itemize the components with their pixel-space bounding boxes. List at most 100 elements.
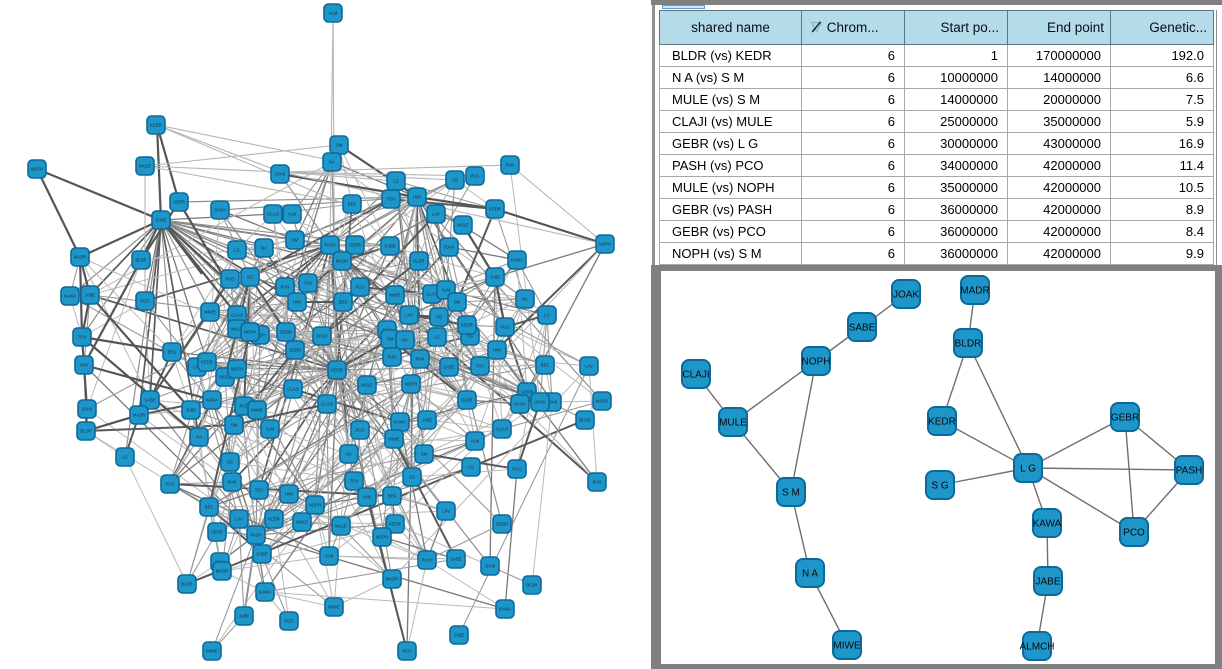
svg-text:RAN: RAN bbox=[228, 480, 237, 485]
svg-text:ALMCH: ALMCH bbox=[1019, 642, 1054, 653]
svg-text:GEBR: GEBR bbox=[173, 200, 185, 205]
svg-text:BLDR: BLDR bbox=[955, 339, 982, 350]
svg-text:SM: SM bbox=[387, 337, 394, 342]
svg-text:TOV: TOV bbox=[78, 335, 87, 340]
svg-text:SABE: SABE bbox=[155, 218, 166, 223]
svg-text:SG: SG bbox=[247, 275, 253, 280]
svg-text:HIM: HIM bbox=[413, 195, 421, 200]
svg-text:LAV: LAV bbox=[432, 212, 440, 217]
svg-text:SG: SG bbox=[452, 178, 458, 183]
svg-text:SABE: SABE bbox=[450, 557, 461, 562]
svg-text:CLAJI: CLAJI bbox=[426, 292, 437, 297]
svg-text:GEBR: GEBR bbox=[349, 243, 361, 248]
svg-text:SABE: SABE bbox=[144, 398, 155, 403]
svg-text:LG: LG bbox=[234, 248, 240, 253]
svg-text:PASH: PASH bbox=[250, 533, 261, 538]
svg-text:NOPH: NOPH bbox=[244, 330, 256, 335]
svg-text:TOV: TOV bbox=[350, 479, 359, 484]
svg-text:NA: NA bbox=[261, 246, 267, 251]
svg-text:PASH: PASH bbox=[214, 208, 225, 213]
svg-text:ALM: ALM bbox=[471, 439, 480, 444]
svg-text:BES: BES bbox=[168, 350, 177, 355]
svg-text:SG: SG bbox=[227, 460, 233, 465]
svg-text:NOPH: NOPH bbox=[31, 167, 43, 172]
svg-text:NOPH: NOPH bbox=[376, 535, 388, 540]
svg-text:PASH: PASH bbox=[316, 334, 327, 339]
svg-text:NA: NA bbox=[196, 435, 202, 440]
svg-text:PUG: PUG bbox=[165, 482, 174, 487]
svg-text:ALM: ALM bbox=[288, 212, 297, 217]
svg-text:GEBR: GEBR bbox=[521, 390, 533, 395]
svg-text:PASH: PASH bbox=[254, 333, 265, 338]
svg-text:PCO: PCO bbox=[355, 428, 365, 433]
svg-text:JABE: JABE bbox=[490, 275, 501, 280]
svg-text:GEBR: GEBR bbox=[1111, 413, 1139, 424]
svg-text:KAWA: KAWA bbox=[499, 607, 511, 612]
svg-text:MADR: MADR bbox=[133, 413, 145, 418]
svg-text:MIWE: MIWE bbox=[328, 605, 340, 610]
svg-text:LG: LG bbox=[468, 465, 474, 470]
svg-text:MIWE: MIWE bbox=[206, 649, 218, 654]
svg-text:KEDR: KEDR bbox=[461, 323, 473, 328]
svg-text:PASH: PASH bbox=[421, 558, 432, 563]
svg-text:JABE: JABE bbox=[454, 633, 465, 638]
svg-text:LAV: LAV bbox=[405, 313, 413, 318]
svg-text:MULE: MULE bbox=[719, 418, 747, 429]
svg-text:JOAK: JOAK bbox=[275, 172, 286, 177]
svg-text:ALM: ALM bbox=[325, 554, 334, 559]
svg-text:KEDR: KEDR bbox=[331, 368, 343, 373]
svg-text:JABE: JABE bbox=[239, 614, 250, 619]
svg-text:MULE: MULE bbox=[219, 375, 231, 380]
svg-text:MIWE: MIWE bbox=[389, 293, 401, 298]
svg-text:SABE: SABE bbox=[384, 244, 395, 249]
svg-text:ALM: ALM bbox=[442, 288, 451, 293]
svg-text:LAV: LAV bbox=[585, 364, 593, 369]
svg-text:SABE: SABE bbox=[443, 365, 454, 370]
svg-text:SM: SM bbox=[231, 423, 238, 428]
svg-text:KEDR: KEDR bbox=[150, 123, 162, 128]
svg-text:NA: NA bbox=[522, 297, 528, 302]
svg-text:ALM: ALM bbox=[329, 11, 338, 16]
svg-text:MIWE: MIWE bbox=[388, 437, 400, 442]
svg-text:TOV: TOV bbox=[476, 364, 485, 369]
svg-text:SM: SM bbox=[292, 238, 299, 243]
svg-text:RAN: RAN bbox=[506, 163, 515, 168]
svg-text:GEBR: GEBR bbox=[280, 330, 292, 335]
svg-text:BES: BES bbox=[541, 363, 550, 368]
svg-text:NOPH: NOPH bbox=[309, 503, 321, 508]
svg-text:GEBR: GEBR bbox=[496, 522, 508, 527]
svg-text:KEDR: KEDR bbox=[268, 517, 280, 522]
svg-text:PCO: PCO bbox=[1123, 528, 1145, 539]
svg-text:MADR: MADR bbox=[336, 259, 348, 264]
svg-text:PASH: PASH bbox=[324, 243, 335, 248]
svg-text:JOAK: JOAK bbox=[82, 407, 93, 412]
svg-text:MADR: MADR bbox=[74, 255, 86, 260]
svg-text:MULE: MULE bbox=[335, 524, 347, 529]
svg-text:PUG: PUG bbox=[500, 325, 509, 330]
svg-text:NA: NA bbox=[402, 338, 408, 343]
svg-text:BES: BES bbox=[339, 300, 348, 305]
svg-text:NOPH: NOPH bbox=[231, 367, 243, 372]
svg-text:HIM: HIM bbox=[293, 300, 301, 305]
svg-text:BLDR: BLDR bbox=[181, 582, 192, 587]
svg-text:JOAK: JOAK bbox=[485, 564, 496, 569]
svg-text:JABE: JABE bbox=[186, 408, 197, 413]
svg-text:LAV: LAV bbox=[193, 365, 201, 370]
svg-text:SABE: SABE bbox=[849, 323, 876, 334]
svg-text:SG: SG bbox=[409, 475, 415, 480]
svg-text:MIWE: MIWE bbox=[251, 408, 263, 413]
svg-text:HIM: HIM bbox=[285, 492, 293, 497]
svg-text:SABE: SABE bbox=[256, 552, 267, 557]
svg-text:RAN: RAN bbox=[281, 285, 290, 290]
svg-text:BES: BES bbox=[388, 494, 397, 499]
svg-text:MADR: MADR bbox=[596, 399, 608, 404]
svg-text:BLDR: BLDR bbox=[135, 258, 146, 263]
svg-text:BES: BES bbox=[348, 202, 357, 207]
svg-text:LG: LG bbox=[544, 313, 550, 318]
svg-text:KAWA: KAWA bbox=[64, 294, 76, 299]
svg-text:NOPH: NOPH bbox=[802, 357, 831, 368]
svg-text:BLDR: BLDR bbox=[526, 583, 537, 588]
svg-text:PCO: PCO bbox=[402, 649, 412, 654]
svg-text:S G: S G bbox=[931, 481, 948, 492]
svg-text:BLDR: BLDR bbox=[413, 259, 424, 264]
